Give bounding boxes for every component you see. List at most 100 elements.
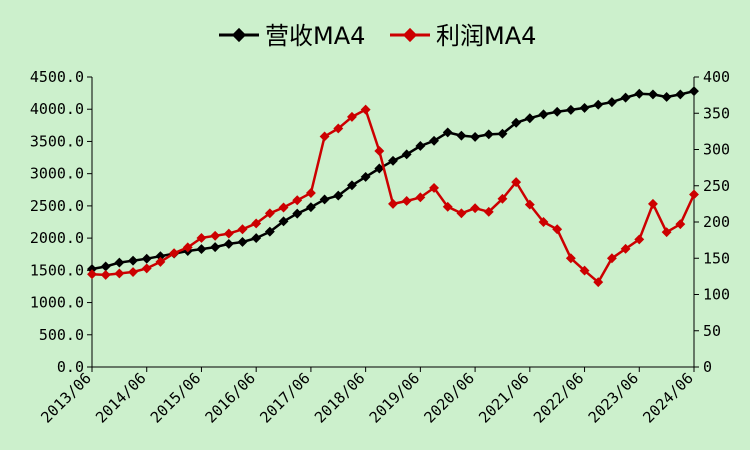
legend-marker-profit [402,27,418,43]
series-1-point [388,198,398,209]
series-1-point [415,192,426,203]
series-1-point [456,208,467,219]
series-1-point [470,203,481,214]
series-0-point [634,88,645,99]
y-right-tick-label: 50 [703,322,721,340]
y-left-tick-label: 0.0 [57,358,84,376]
series-1-point [442,201,453,212]
series-0-point [292,208,303,219]
series-1-point [155,256,166,267]
series-0-point [415,141,426,151]
series-0-point [237,237,248,247]
x-tick-label: 2013/06 [37,369,94,426]
series-0-point [155,251,166,262]
series-1-point [401,196,412,206]
x-tick-label: 2017/06 [256,369,313,426]
series-0-point [648,89,658,100]
series-0-point [305,202,316,213]
series-1-point [333,123,344,134]
x-tick-label: 2016/06 [202,369,259,426]
series-0-point [196,244,207,255]
x-tick-label: 2022/06 [530,369,587,426]
series-1-point [114,268,125,279]
series-0-point [114,257,125,268]
series-1-point [552,224,563,235]
series-1-point [511,177,522,188]
series-1-point [524,199,535,210]
series-0-point [251,233,262,244]
series-1-point [648,198,658,209]
series-0-point [141,253,152,264]
y-left-tick-label: 500.0 [39,326,84,344]
series-1-point [169,248,180,259]
series-1-point [538,217,549,227]
series-0-point [538,109,549,120]
series-1-point [497,193,508,204]
x-tick-label: 2019/06 [366,369,423,426]
y-left-tick-label: 1500.0 [30,261,84,279]
series-1-point [593,277,604,288]
series-0-point [401,149,412,160]
y-left-tick-label: 2500.0 [30,197,84,215]
series-1-point [141,263,152,274]
series-0-point [661,92,672,102]
series-1-point [128,267,138,277]
series-1-point [196,233,207,243]
legend-item-profit: 利润MA4 [390,22,536,50]
series-1-point [634,234,645,245]
series-1-point [689,189,699,200]
series-0-point [511,117,522,128]
series-0-point [128,255,138,266]
series-0-point [100,261,111,272]
series-0-point [374,163,385,174]
series-0-point [675,89,686,100]
series-1-point [182,242,193,253]
x-tick-label: 2018/06 [311,369,368,426]
y-left-tick-label: 2000.0 [30,229,84,247]
y-left-tick-label: 4500.0 [30,68,84,86]
series-1-point [675,219,686,230]
series-0-point [565,104,576,115]
series-1-point [661,227,672,238]
series-0-point [524,113,535,124]
legend: 营收MA4 利润MA4 [219,22,536,50]
y-right-tick-label: 0 [703,358,712,376]
y-left-tick-label: 3000.0 [30,165,84,183]
y-right-tick-label: 300 [703,141,730,159]
series-line-0 [91,89,695,271]
y-right-tick-label: 150 [703,249,730,267]
series-0-point [333,190,344,201]
x-tick-label: 2023/06 [585,369,642,426]
series-0-point [360,171,371,182]
series-1-point [429,182,439,193]
legend-label-profit: 利润MA4 [436,22,536,50]
series-1-point [565,253,576,264]
series-1-point [292,195,303,206]
series-1-point [374,146,385,156]
series-1-point [319,131,330,142]
legend-label-revenue: 营收MA4 [265,22,365,50]
y-left-tick-label: 3500.0 [30,132,84,150]
series-1-point [620,243,631,254]
series-1-point [606,253,617,264]
series-0-point [319,194,330,205]
series-0-point [347,180,357,191]
series-0-point [552,106,563,117]
series-0-point [593,99,604,110]
series-0-point [579,102,590,113]
series-1-point [210,230,221,241]
y-right-tick-label: 350 [703,104,730,122]
y-left-tick-label: 4000.0 [30,100,84,118]
x-tick-label: 2024/06 [639,369,696,426]
y-right-tick-label: 100 [703,286,730,304]
y-right-tick-label: 400 [703,68,730,86]
x-tick-label: 2021/06 [475,369,532,426]
legend-item-revenue: 营收MA4 [219,22,365,50]
series-0-point [483,129,494,140]
y-right-tick-label: 250 [703,177,730,195]
series-0-point [620,92,631,103]
series-0-point [264,226,275,237]
y-right-tick-label: 200 [703,213,730,231]
series-1-point [251,218,262,229]
